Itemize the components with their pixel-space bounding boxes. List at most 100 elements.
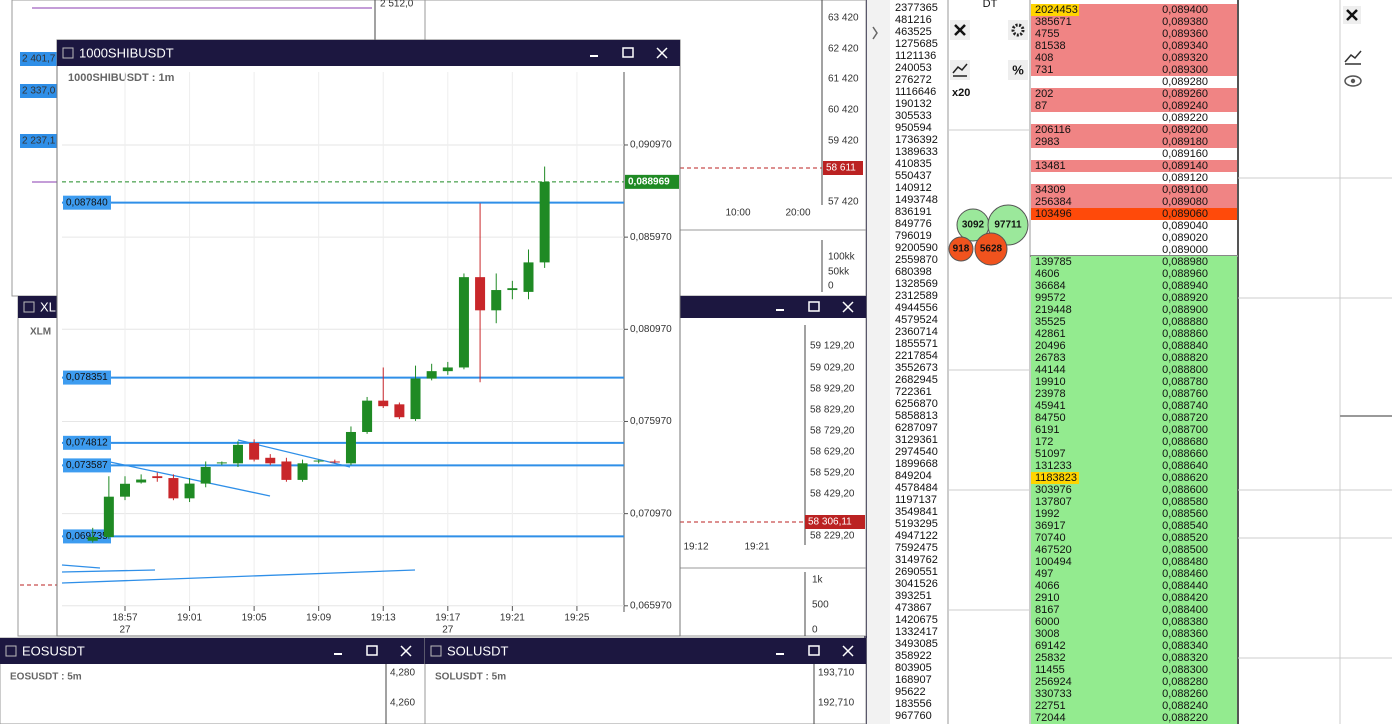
book-row [1031,28,1237,40]
volume-value: 140912 [895,182,932,194]
book-price: 0,088660 [1162,448,1208,460]
close-button[interactable] [400,645,412,657]
book-price: 0,088720 [1162,412,1208,424]
book-volume: 23978 [1035,388,1066,400]
axis-label: 58 929,20 [810,384,855,395]
book-row [1031,688,1237,700]
book-row [1031,556,1237,568]
volume-value: 5193295 [895,518,938,530]
level-label: 0,073587 [66,460,108,471]
book-volume: 497 [1035,568,1053,580]
candle-body [313,460,324,462]
book-volume: 385671 [1035,16,1072,28]
price-tag-label: 2 401,7 [22,54,56,65]
percent-icon: % [1012,62,1024,77]
book-price: 0,089080 [1162,196,1208,208]
volume-value: 2682945 [895,374,938,386]
volume-value: 849776 [895,218,932,230]
book-price: 0,088500 [1162,544,1208,556]
volume-value: 3041526 [895,578,938,590]
volume-value: 3129361 [895,434,938,446]
x-tick-label: 18:57 [112,613,137,624]
candle-body [281,461,292,480]
chart-label: SOLUSDT : 5m [435,672,506,683]
maximize-button[interactable] [808,301,820,312]
book-volume: 256384 [1035,196,1072,208]
volume-value: 2690551 [895,566,938,578]
window-icon [23,301,35,313]
book-price: 0,088260 [1162,688,1208,700]
maximize-button[interactable] [366,645,378,656]
book-row [1031,700,1237,712]
volume-value: 2377365 [895,2,938,14]
level-tag [63,458,111,473]
book-row [1031,16,1237,28]
y-tick-label: 0,090970 [630,140,672,151]
volume-value: 3493085 [895,638,938,650]
title-bar [425,638,866,664]
maximize-button[interactable] [622,47,634,58]
eye-pupil [1350,78,1356,84]
volume-value: 463525 [895,26,932,38]
book-volume: 1183823 [1035,472,1077,484]
volume-value: 950594 [895,122,932,134]
book-volume: 84750 [1035,412,1066,424]
book-row [1031,328,1237,340]
book-row [1031,448,1237,460]
book-volume: 3008 [1035,628,1059,640]
book-price: 0,088340 [1162,640,1208,652]
candle-body [378,400,389,407]
volume-value: 2559870 [895,254,938,266]
level-tag [63,370,111,385]
book-volume: 36684 [1035,280,1066,292]
axis-label: 59 129,20 [810,341,855,352]
volume-highlight [1031,4,1079,16]
price-tag [823,161,863,175]
book-volume: 731 [1035,64,1053,76]
window-icon [5,645,17,657]
volume-value: 1275685 [895,38,938,50]
book-price: 0,088980 [1162,256,1208,268]
book-price: 0,089300 [1162,64,1208,76]
candle-body [265,457,276,464]
candle-body [329,461,340,463]
axis-label: 58 529,20 [810,468,855,479]
book-price: 0,088280 [1162,676,1208,688]
book-price: 0,088700 [1162,424,1208,436]
volume-value: 473867 [895,602,932,614]
bubble-label: 5628 [980,244,1003,255]
window-title: 1000SHIBUSDT [79,45,174,60]
candle-body [249,443,260,460]
volume-highlight [1031,472,1079,484]
book-volume: 137807 [1035,496,1072,508]
candle-body [87,537,98,541]
book-price: 0,089320 [1162,52,1208,64]
book-volume: 70740 [1035,532,1066,544]
close-button[interactable] [656,47,668,59]
eye-icon[interactable] [1344,75,1362,87]
book-volume: 81538 [1035,40,1066,52]
close-button[interactable] [842,645,854,657]
book-row [1031,352,1237,364]
chart-button[interactable] [950,60,970,80]
panel-icons: % [950,6,1362,87]
volume-value: 1736392 [895,134,938,146]
percent-button[interactable] [1008,60,1028,80]
close-button[interactable] [842,301,854,313]
candle-body [475,277,486,311]
book-volume: 139785 [1035,256,1072,268]
settings-button[interactable] [1008,20,1028,40]
window-title: XL [40,299,56,314]
volume-value: 1121136 [895,50,936,62]
book-row [1031,340,1237,352]
volume-value: 6256870 [895,398,938,410]
price-tag [20,52,57,66]
level-tag [63,435,111,450]
book-volume: 4755 [1035,28,1059,40]
maximize-button[interactable] [808,645,820,656]
expand-arrow[interactable] [872,26,878,40]
book-volume: 25832 [1035,652,1066,664]
candle-body [491,290,502,311]
chart-icon[interactable] [1344,50,1362,65]
book-row [1031,460,1237,472]
